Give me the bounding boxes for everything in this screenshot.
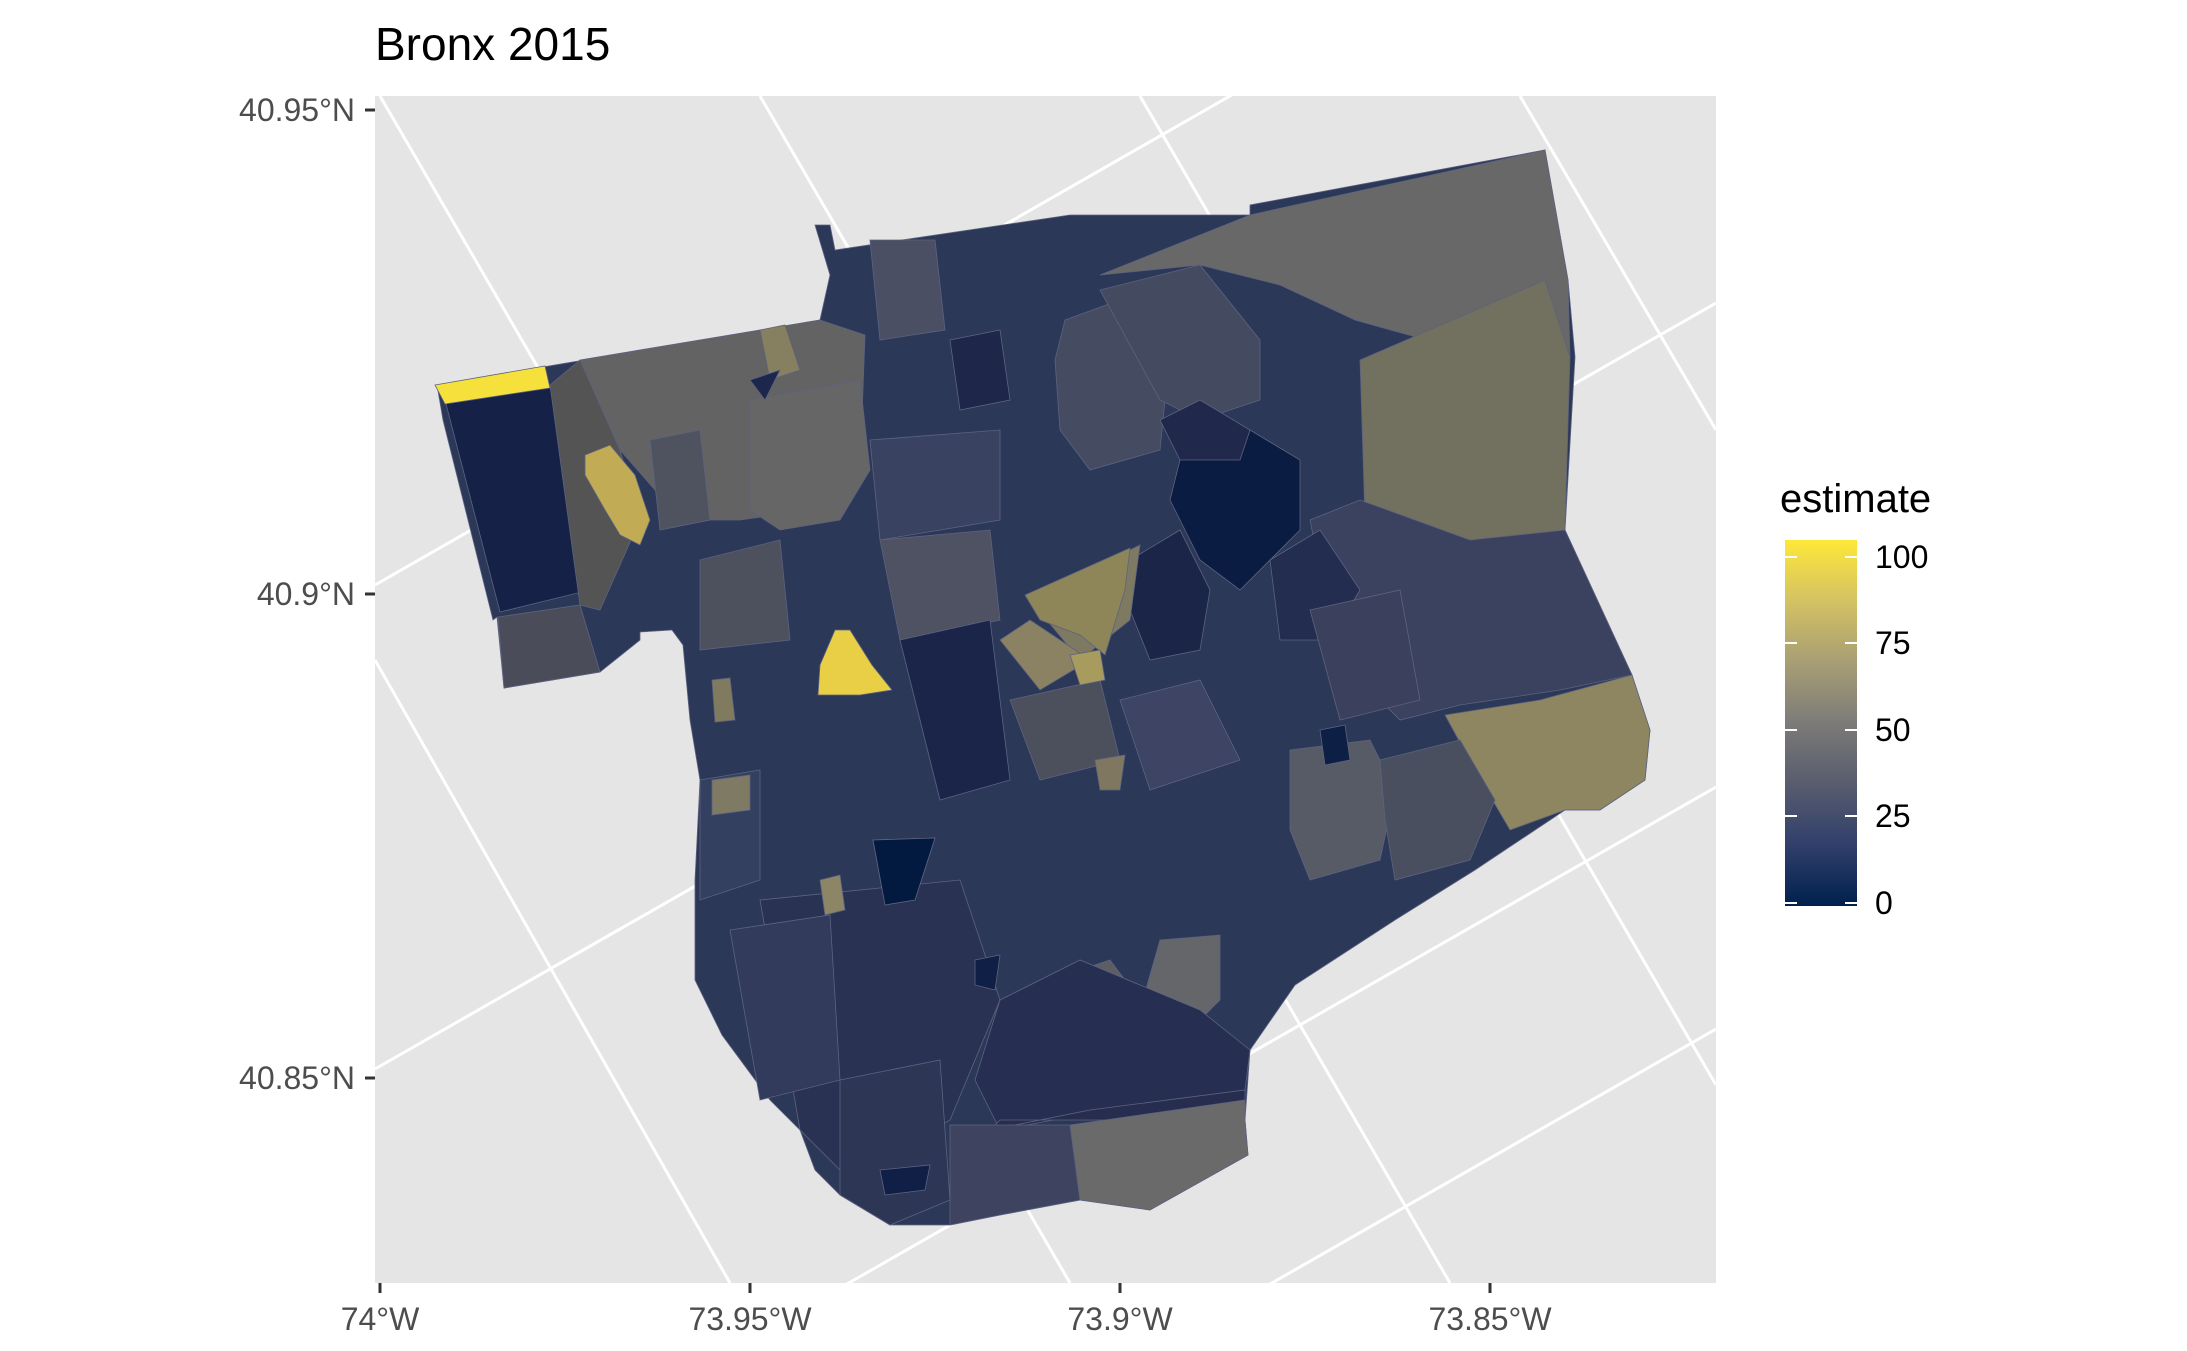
- tract-grey-west: [649, 429, 711, 531]
- legend: estimate 100 75 50 25 0: [1780, 477, 1931, 921]
- tract-northeast-mid: [1309, 589, 1421, 721]
- tract-vancortlandt-tan: [584, 444, 651, 546]
- tract-southwest-tan: [711, 774, 751, 816]
- tract-small-dark-north: [949, 329, 1011, 411]
- x-tick-label: 73.85°W: [1428, 1301, 1552, 1337]
- tract-bronx-park-dark: [872, 837, 936, 906]
- legend-colorbar: [1785, 540, 1857, 906]
- tract-north-grey: [869, 239, 946, 341]
- legend-label: 50: [1875, 712, 1911, 748]
- x-tick-label: 74°W: [341, 1301, 420, 1337]
- tract-east-mid: [1379, 739, 1496, 881]
- tract-mid-grey: [879, 529, 1001, 641]
- tract-fordham-yellow: [817, 629, 893, 696]
- y-tick-label: 40.9°N: [257, 576, 355, 612]
- tract-soundview-tan: [1094, 754, 1126, 791]
- legend-label: 100: [1875, 539, 1928, 575]
- tract-southwest-tan-2: [711, 677, 736, 723]
- x-tick-label: 73.9°W: [1067, 1301, 1173, 1337]
- tract-bronx-park: [899, 619, 1011, 801]
- tract-tan-north: [759, 324, 801, 381]
- graticule-meridian: [375, 659, 732, 1283]
- tract-kingsbridge-grey: [699, 539, 791, 651]
- map-title: Bronx 2015: [375, 18, 610, 70]
- legend-label: 75: [1875, 625, 1911, 661]
- tract-hunts-point: [839, 1059, 951, 1226]
- graticule-parallel: [1268, 1027, 1716, 1283]
- y-axis: 40.95°N 40.9°N 40.85°N: [239, 92, 375, 1096]
- legend-label: 25: [1875, 798, 1911, 834]
- tract-marble-hill-yellow: [434, 365, 551, 405]
- bronx-tracts: [434, 149, 1651, 1226]
- tract-northern-grey: [749, 379, 871, 531]
- tract-fordham-mid: [869, 429, 1001, 541]
- graticule-meridian: [1518, 96, 1716, 431]
- tract-south-dark-3: [879, 1164, 931, 1196]
- tract-dark-north: [749, 369, 781, 401]
- y-tick-label: 40.85°N: [239, 1060, 355, 1096]
- tract-wakefield: [1099, 264, 1261, 421]
- tract-east-grey: [1289, 739, 1396, 881]
- tract-central-grey-3: [1119, 679, 1241, 791]
- x-axis: 74°W 73.95°W 73.9°W 73.85°W: [341, 1283, 1552, 1337]
- tract-parkchester-tan: [1069, 649, 1106, 686]
- tract-riverdale-south: [497, 604, 601, 689]
- x-tick-label: 73.95°W: [688, 1301, 812, 1337]
- legend-label: 0: [1875, 885, 1893, 921]
- tract-eastchester-bay: [1159, 399, 1251, 461]
- tract-east-dark-2: [1319, 724, 1351, 766]
- tract-south-dark-2: [974, 954, 1001, 991]
- y-tick-label: 40.95°N: [239, 92, 355, 128]
- map-panel: [375, 96, 1716, 1283]
- tract-soundview: [949, 1124, 1081, 1226]
- legend-title: estimate: [1780, 477, 1931, 521]
- tract-pelham-parkway-tan: [1024, 547, 1131, 656]
- tract-highbridge-tan: [819, 874, 846, 916]
